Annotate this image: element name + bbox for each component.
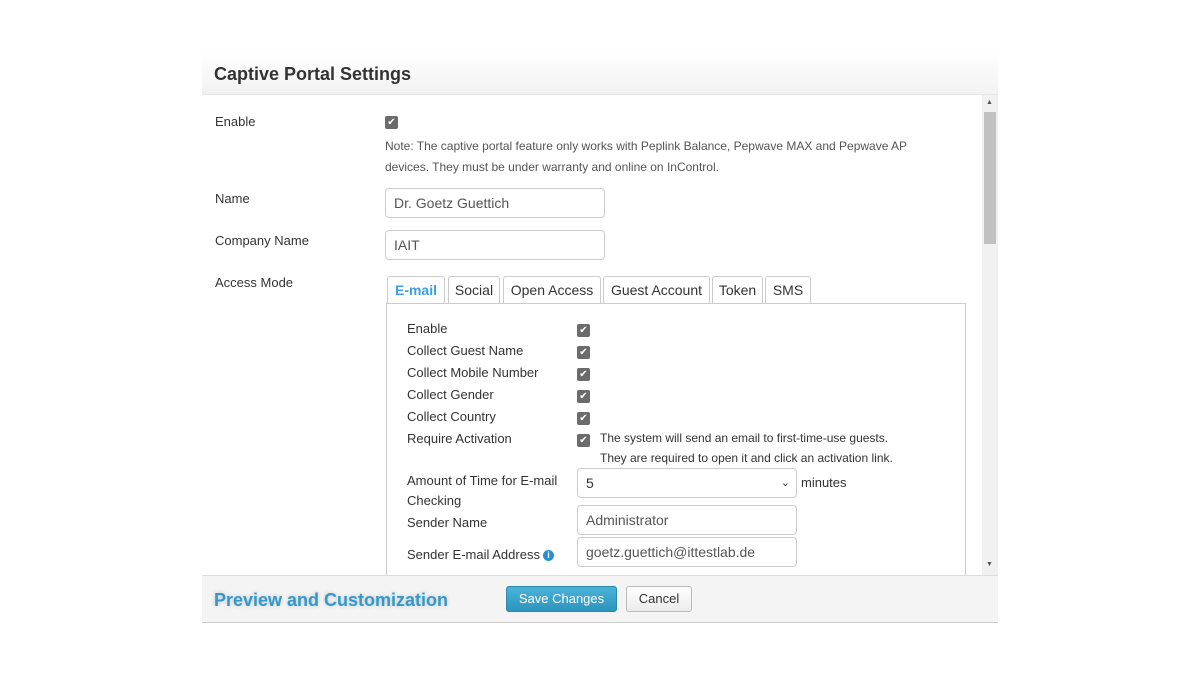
sender-name-input[interactable]: Administrator: [577, 505, 797, 535]
cancel-button[interactable]: Cancel: [626, 586, 692, 612]
scroll-down-icon[interactable]: ▼: [986, 561, 993, 568]
collect-gender-checkbox[interactable]: ✔: [577, 390, 590, 403]
chevron-down-icon: ⌄: [780, 477, 790, 489]
require-activation-label: Require Activation: [407, 431, 512, 446]
save-changes-button[interactable]: Save Changes: [506, 586, 617, 612]
email-tab-panel: Enable ✔ Collect Guest Name ✔ Collect Mo…: [386, 303, 966, 575]
tab-guest-account[interactable]: Guest Account: [603, 276, 710, 303]
collect-guest-name-checkbox[interactable]: ✔: [577, 346, 590, 359]
activation-note-line2: They are required to open it and click a…: [600, 451, 893, 465]
tab-token[interactable]: Token: [712, 276, 763, 303]
settings-body: Enable ✔ Note: The captive portal featur…: [202, 95, 998, 575]
name-input[interactable]: Dr. Goetz Guettich: [385, 188, 605, 218]
time-label-line2: Checking: [407, 493, 462, 508]
dialog-title: Captive Portal Settings: [214, 64, 412, 84]
enable-label: Enable: [215, 114, 256, 129]
enable-note: Note: The captive portal feature only wo…: [385, 136, 965, 178]
tab-social[interactable]: Social: [448, 276, 500, 303]
email-enable-checkbox[interactable]: ✔: [577, 324, 590, 337]
captive-portal-dialog: Captive Portal Settings Enable ✔ Note: T…: [202, 52, 998, 623]
dialog-header: Captive Portal Settings: [202, 52, 998, 95]
sender-email-label-text: Sender E-mail Address: [407, 547, 540, 562]
vertical-scrollbar[interactable]: ▲ ▼: [982, 95, 998, 575]
info-circle-icon[interactable]: i: [542, 550, 554, 561]
access-mode-label: Access Mode: [215, 275, 294, 290]
company-name-label: Company Name: [215, 233, 309, 248]
preview-customization-link[interactable]: Preview and Customization: [214, 590, 449, 610]
scrollbar-thumb[interactable]: [984, 112, 996, 244]
sender-name-label: Sender Name: [407, 515, 488, 530]
tab-sms[interactable]: SMS: [765, 276, 811, 303]
note-line: devices. They must be under warranty and…: [385, 160, 719, 174]
time-unit: minutes: [801, 475, 847, 490]
time-select[interactable]: 5 ⌄: [577, 468, 797, 498]
time-label-line1: Amount of Time for E-mail: [407, 473, 558, 488]
dialog-footer: Preview and Customization Save Changes C…: [202, 575, 998, 623]
company-name-input[interactable]: IAIT: [385, 230, 605, 260]
note-line: Note: The captive portal feature only wo…: [385, 139, 908, 153]
collect-mobile-label: Collect Mobile Number: [407, 365, 539, 380]
activation-note-line1: The system will send an email to first-t…: [600, 431, 889, 445]
enable-checkbox[interactable]: ✔: [385, 116, 398, 129]
collect-country-checkbox[interactable]: ✔: [577, 412, 590, 425]
time-select-value: 5: [586, 475, 594, 491]
tab-email[interactable]: E-mail: [387, 276, 445, 304]
sender-email-label: Sender E-mail Address i: [407, 547, 554, 562]
require-activation-checkbox[interactable]: ✔: [577, 434, 590, 447]
sender-email-input[interactable]: goetz.guettich@ittestlab.de: [577, 537, 797, 567]
scroll-up-icon[interactable]: ▲: [986, 99, 993, 106]
collect-country-label: Collect Country: [407, 409, 496, 424]
email-enable-label: Enable: [407, 321, 448, 336]
collect-guest-name-label: Collect Guest Name: [407, 343, 524, 358]
name-label: Name: [215, 191, 250, 206]
collect-mobile-checkbox[interactable]: ✔: [577, 368, 590, 381]
collect-gender-label: Collect Gender: [407, 387, 494, 402]
tab-open-access[interactable]: Open Access: [503, 276, 601, 303]
